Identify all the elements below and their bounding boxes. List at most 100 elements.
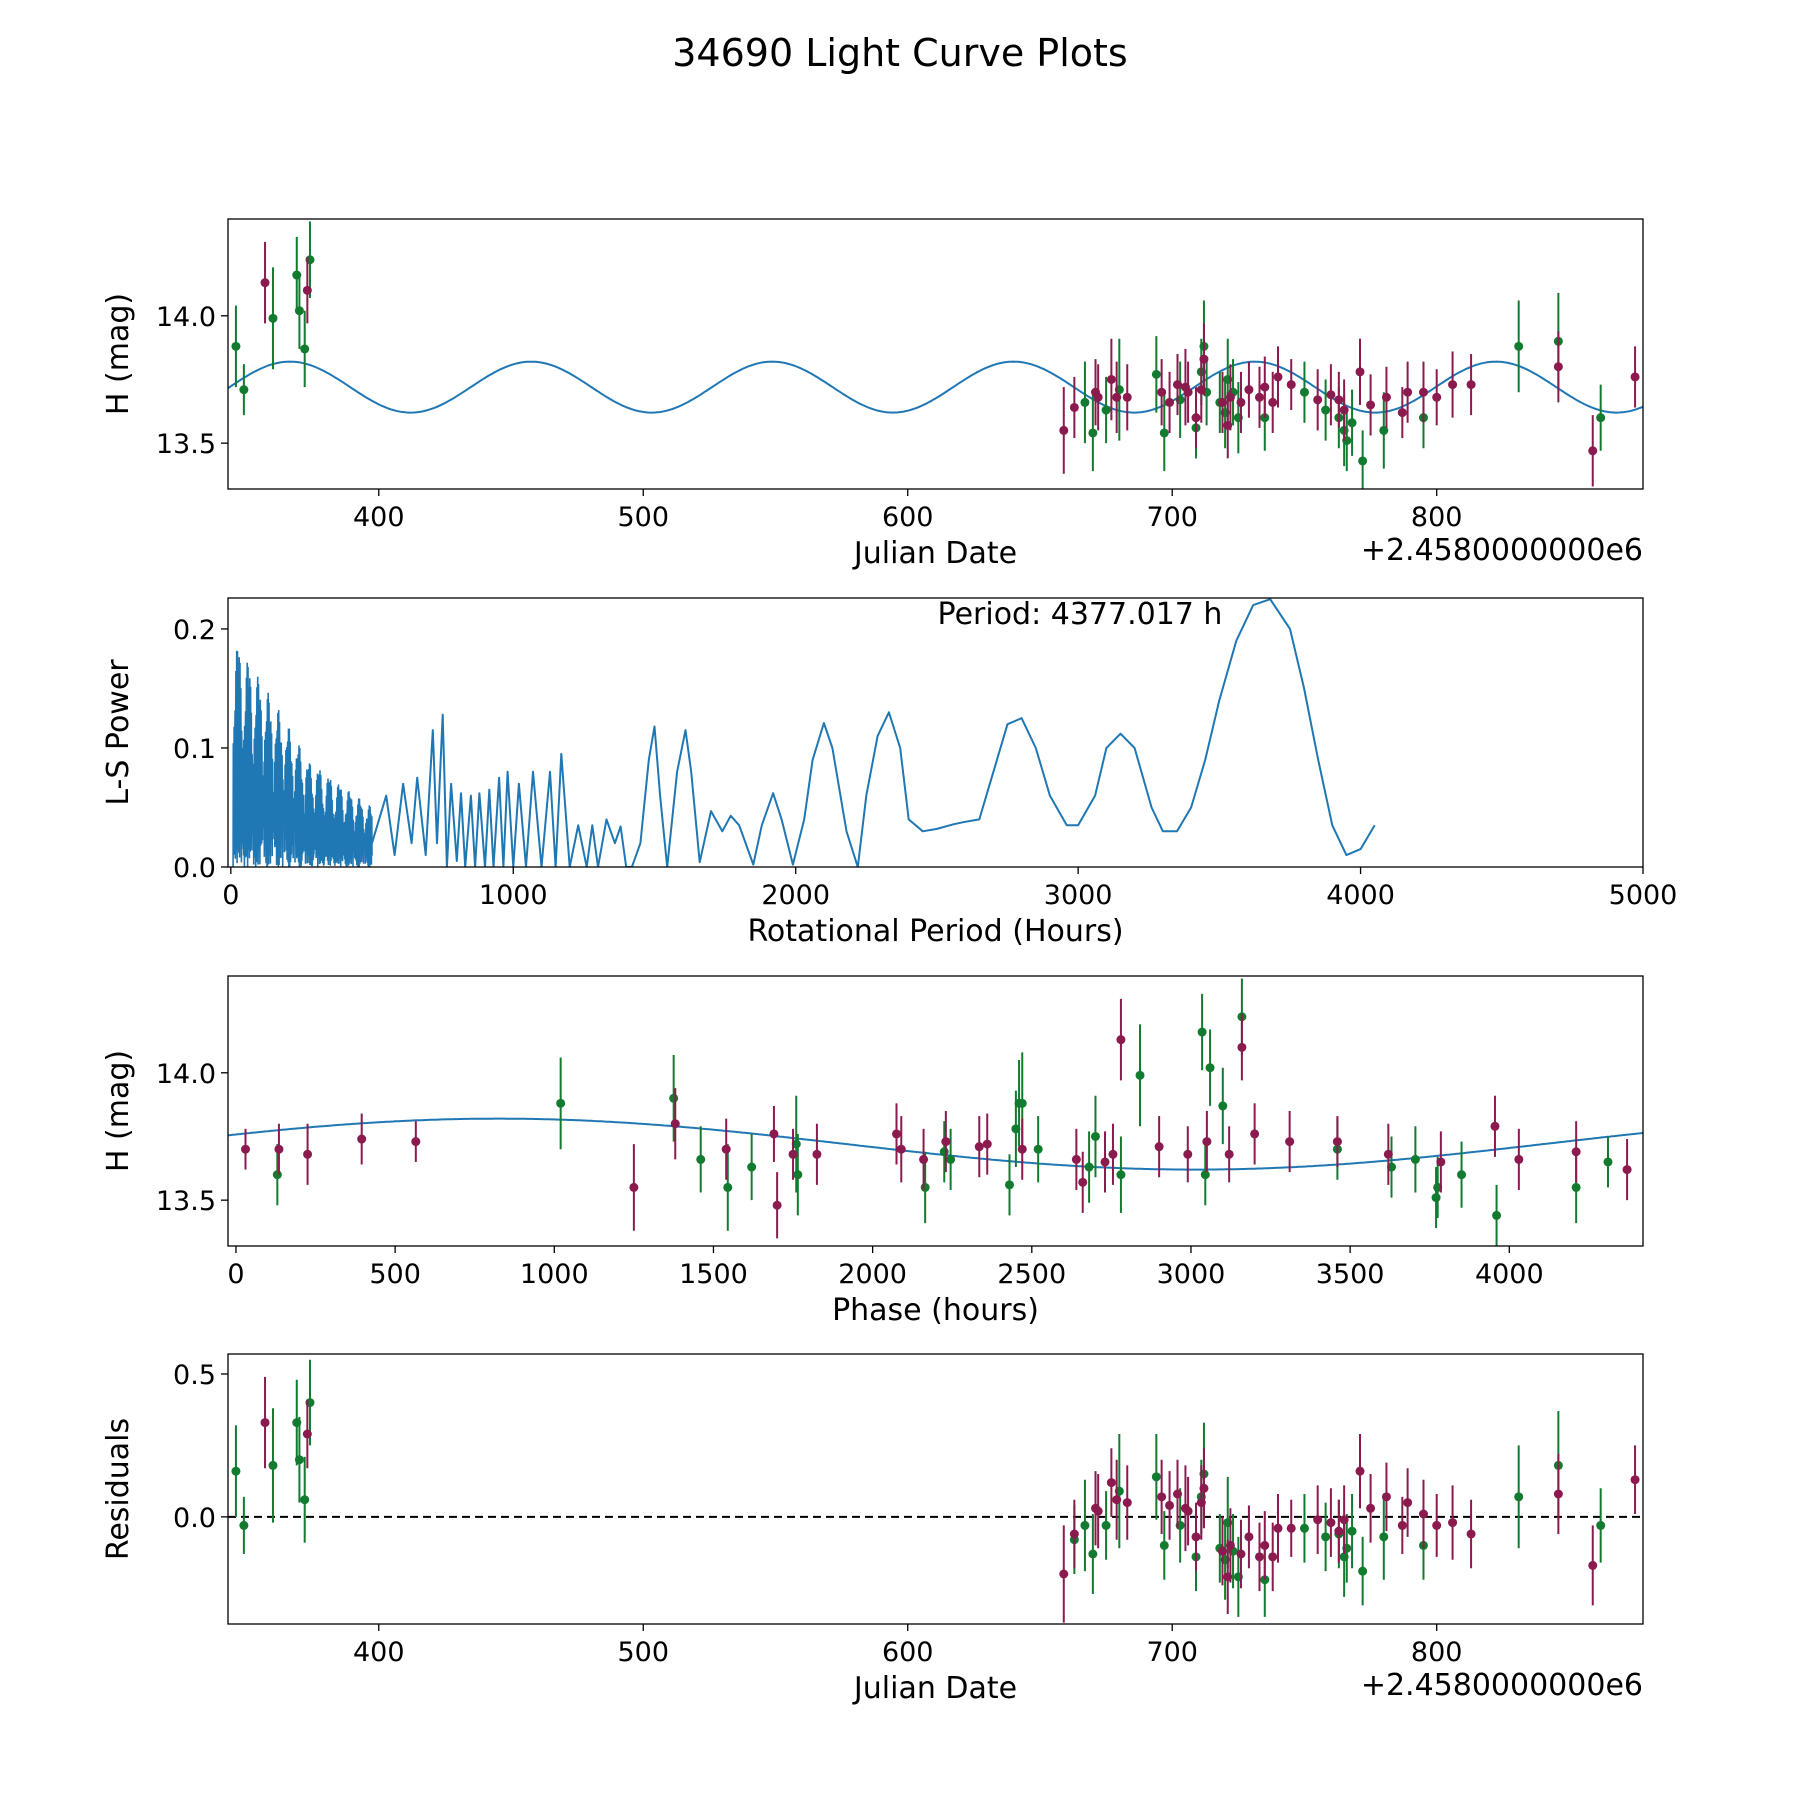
data-marker <box>1285 1137 1295 1147</box>
periodogram-ylabel: L-S Power <box>101 659 136 806</box>
phase-folded-magenta-point <box>1490 1095 1500 1157</box>
data-marker <box>1403 387 1413 397</box>
phase-folded-magenta-point <box>1436 1131 1446 1193</box>
data-marker <box>1183 1149 1193 1159</box>
light-curve-green-point <box>1514 300 1524 393</box>
data-marker <box>411 1137 421 1147</box>
residuals-magenta-point <box>1225 1508 1235 1583</box>
data-marker <box>1410 1154 1420 1164</box>
phase-folded-xtick-label: 2000 <box>838 1259 907 1290</box>
data-marker <box>1205 1063 1215 1073</box>
data-marker <box>1490 1121 1500 1131</box>
light-curve-xtick-label: 500 <box>617 502 669 533</box>
light-curve-magenta-point <box>1448 351 1458 418</box>
phase-folded-green-point <box>1033 1116 1043 1183</box>
data-marker <box>1347 1526 1357 1536</box>
data-marker <box>239 385 249 395</box>
residuals-xtick-label: 500 <box>617 1637 669 1668</box>
light-curve-magenta-point <box>1397 387 1407 439</box>
data-marker <box>939 1147 949 1157</box>
data-marker <box>1165 397 1175 407</box>
data-marker <box>241 1144 251 1154</box>
residuals-magenta-point <box>1630 1445 1640 1514</box>
data-marker <box>788 1149 798 1159</box>
data-marker <box>1254 392 1264 402</box>
phase-folded-xtick-label: 500 <box>369 1259 421 1290</box>
light-curve-green-point <box>1080 361 1090 444</box>
data-marker <box>1332 1137 1342 1147</box>
light-curve-magenta-point <box>1273 346 1283 408</box>
data-marker <box>1244 1532 1254 1542</box>
data-marker <box>1191 413 1201 423</box>
light-curve-magenta-point <box>1122 364 1132 431</box>
data-marker <box>1197 1027 1207 1037</box>
phase-folded-magenta-point <box>1514 1128 1524 1190</box>
residuals-magenta-point <box>1157 1459 1167 1534</box>
phase-folded-magenta-point <box>1383 1123 1393 1185</box>
phase-folded-ytick-label: 14.0 <box>156 1059 216 1090</box>
data-marker <box>1154 1142 1164 1152</box>
data-marker <box>1397 408 1407 418</box>
data-marker <box>1157 387 1167 397</box>
data-marker <box>919 1154 929 1164</box>
residuals-ylabel: Residuals <box>101 1418 136 1560</box>
data-marker <box>629 1182 639 1192</box>
phase-folded-magenta-point <box>812 1123 822 1185</box>
residuals-green-point <box>1596 1488 1606 1563</box>
data-marker <box>300 1495 310 1505</box>
light-curve-magenta-point <box>1630 346 1640 408</box>
phase-folded-magenta-point <box>1108 1123 1118 1185</box>
data-marker <box>300 344 310 354</box>
phase-folded-green-point <box>669 1054 679 1142</box>
light-curve-xtick-label: 800 <box>1411 502 1463 533</box>
light-curve-axes-frame <box>227 218 1644 490</box>
phase-folded-magenta-point <box>1224 1126 1234 1183</box>
data-marker <box>1381 392 1391 402</box>
residuals-magenta-point <box>1313 1485 1323 1554</box>
phase-folded-magenta-point <box>1250 1103 1260 1165</box>
light-curve-green-point <box>300 310 310 388</box>
data-marker <box>1157 1492 1167 1502</box>
data-marker <box>1260 1540 1270 1550</box>
phase-folded-magenta-point <box>303 1123 313 1185</box>
residuals-magenta-point <box>1432 1494 1442 1557</box>
residuals-green-point <box>1101 1491 1111 1560</box>
data-marker <box>1313 395 1323 405</box>
data-marker <box>1355 1466 1365 1476</box>
phase-folded-xtick-label: 3000 <box>1157 1259 1226 1290</box>
data-marker <box>1237 1042 1247 1052</box>
data-marker <box>1236 1549 1246 1559</box>
data-marker <box>1199 354 1209 364</box>
data-marker <box>946 1154 956 1164</box>
residuals-xtick-label: 600 <box>882 1637 934 1668</box>
data-marker <box>1224 1149 1234 1159</box>
periodogram-xlabel: Rotational Period (Hours) <box>747 914 1123 949</box>
data-marker <box>1100 1157 1110 1167</box>
data-marker <box>1202 1137 1212 1147</box>
residuals-magenta-point <box>1355 1434 1365 1509</box>
data-marker <box>1151 369 1161 379</box>
residuals-green-point <box>1379 1494 1389 1580</box>
phase-folded-green-point <box>1116 1136 1126 1213</box>
data-marker <box>1199 1483 1209 1493</box>
data-marker <box>1250 1129 1260 1139</box>
phase-folded-magenta-point <box>788 1128 798 1180</box>
phase-folded-magenta-point <box>1071 1128 1081 1190</box>
data-marker <box>896 1144 906 1154</box>
data-marker <box>1630 1475 1640 1485</box>
data-marker <box>1116 1170 1126 1180</box>
residuals-magenta-point <box>302 1399 312 1469</box>
phase-folded-magenta-point <box>1237 1014 1247 1081</box>
data-marker <box>1514 1154 1524 1164</box>
phase-folded-magenta-point <box>1078 1151 1088 1213</box>
data-marker <box>1571 1182 1581 1192</box>
data-marker <box>1553 1489 1563 1499</box>
data-marker <box>294 1455 304 1465</box>
data-marker <box>1432 1520 1442 1530</box>
data-marker <box>272 1170 282 1180</box>
residuals-magenta-point <box>1122 1465 1132 1540</box>
data-marker <box>1069 402 1079 412</box>
data-marker <box>1514 341 1524 351</box>
phase-folded-green-point <box>1431 1167 1441 1229</box>
data-marker <box>1080 1520 1090 1530</box>
